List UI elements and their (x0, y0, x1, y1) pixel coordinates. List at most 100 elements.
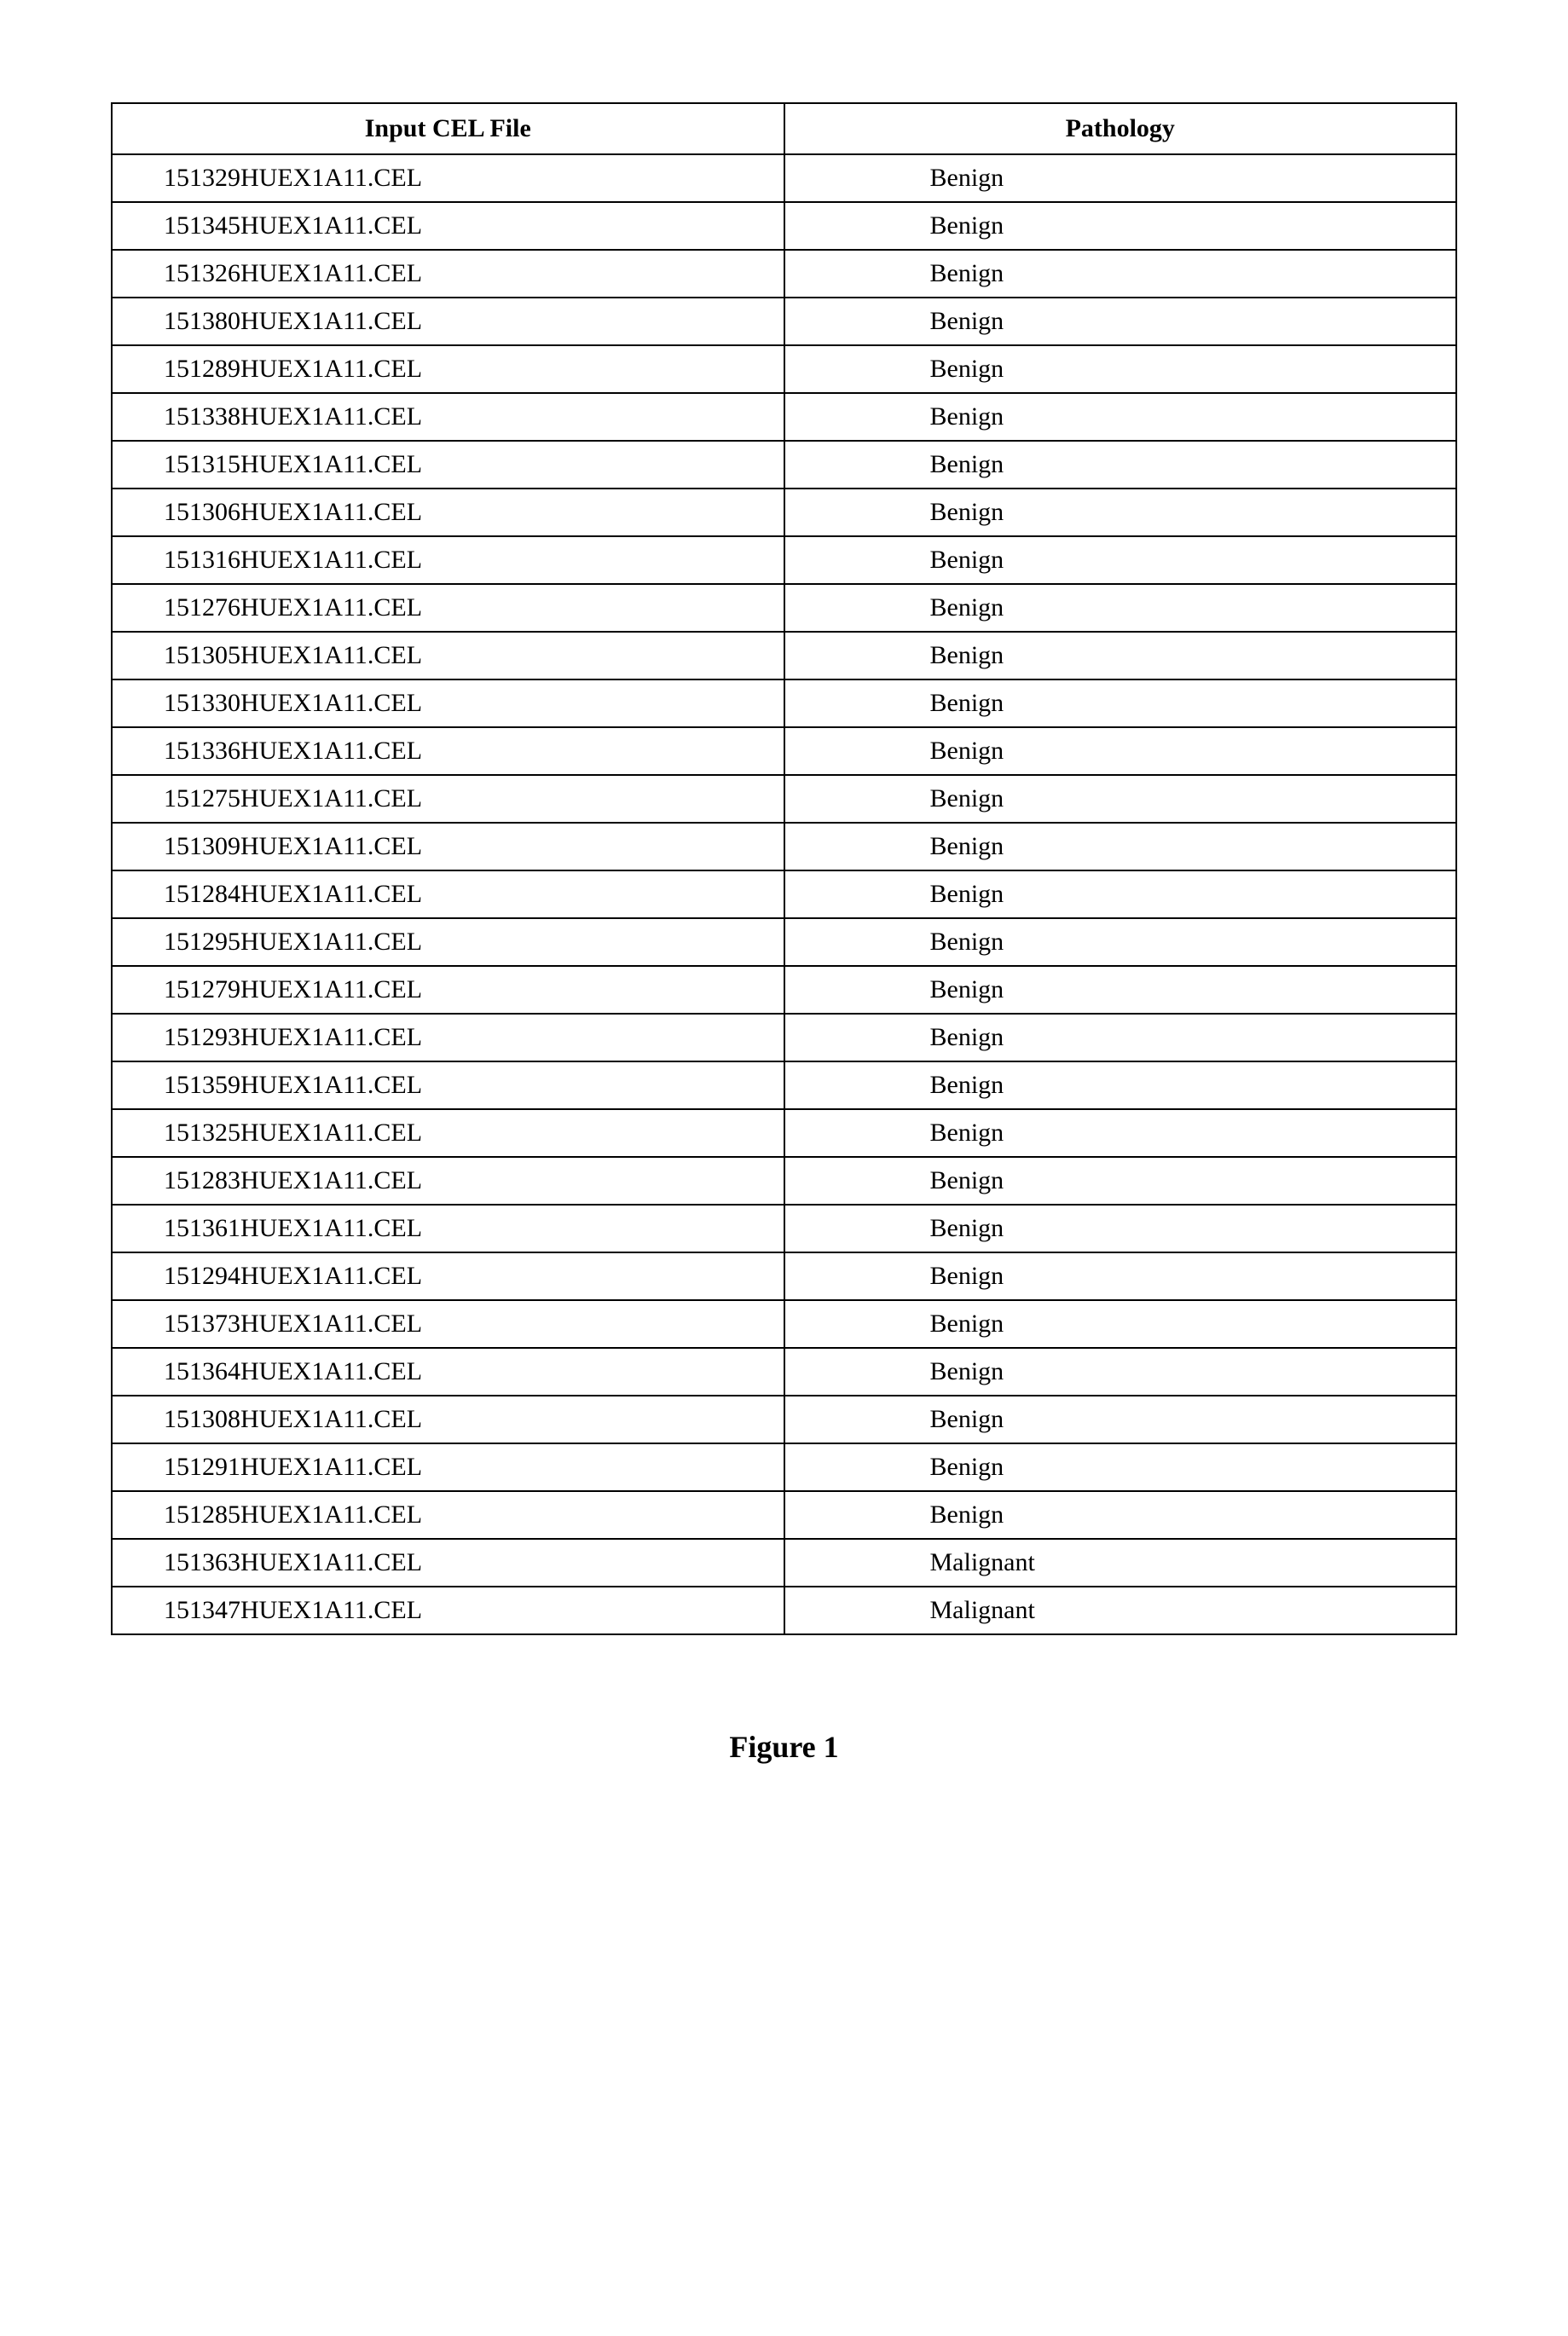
pathology-cell: Benign (784, 584, 1457, 632)
cel-file-cell: 151283HUEX1A11.CEL (112, 1157, 784, 1205)
figure-caption: Figure 1 (111, 1729, 1457, 1765)
cel-file-cell: 151361HUEX1A11.CEL (112, 1205, 784, 1252)
cel-file-table: Input CEL File Pathology 151329HUEX1A11.… (111, 102, 1457, 1635)
cel-file-cell: 151359HUEX1A11.CEL (112, 1061, 784, 1109)
pathology-cell: Benign (784, 727, 1457, 775)
pathology-cell: Benign (784, 918, 1457, 966)
pathology-cell: Benign (784, 966, 1457, 1014)
table-row: 151306HUEX1A11.CELBenign (112, 489, 1456, 536)
table-row: 151347HUEX1A11.CELMalignant (112, 1587, 1456, 1634)
cel-file-cell: 151279HUEX1A11.CEL (112, 966, 784, 1014)
column-header-pathology: Pathology (784, 103, 1457, 154)
table-body: 151329HUEX1A11.CELBenign151345HUEX1A11.C… (112, 154, 1456, 1634)
cel-file-cell: 151363HUEX1A11.CEL (112, 1539, 784, 1587)
table-row: 151275HUEX1A11.CELBenign (112, 775, 1456, 823)
cel-file-cell: 151275HUEX1A11.CEL (112, 775, 784, 823)
cel-file-cell: 151285HUEX1A11.CEL (112, 1491, 784, 1539)
cel-file-cell: 151325HUEX1A11.CEL (112, 1109, 784, 1157)
table-row: 151293HUEX1A11.CELBenign (112, 1014, 1456, 1061)
cel-file-cell: 151284HUEX1A11.CEL (112, 870, 784, 918)
table-row: 151380HUEX1A11.CELBenign (112, 298, 1456, 345)
pathology-cell: Benign (784, 250, 1457, 298)
table-row: 151363HUEX1A11.CELMalignant (112, 1539, 1456, 1587)
pathology-cell: Benign (784, 1443, 1457, 1491)
pathology-cell: Benign (784, 1252, 1457, 1300)
cel-file-cell: 151338HUEX1A11.CEL (112, 393, 784, 441)
cel-file-cell: 151347HUEX1A11.CEL (112, 1587, 784, 1634)
table-row: 151326HUEX1A11.CELBenign (112, 250, 1456, 298)
table-row: 151294HUEX1A11.CELBenign (112, 1252, 1456, 1300)
table-row: 151309HUEX1A11.CELBenign (112, 823, 1456, 870)
cel-file-cell: 151329HUEX1A11.CEL (112, 154, 784, 202)
table-row: 151285HUEX1A11.CELBenign (112, 1491, 1456, 1539)
table-row: 151329HUEX1A11.CELBenign (112, 154, 1456, 202)
table-row: 151325HUEX1A11.CELBenign (112, 1109, 1456, 1157)
pathology-cell: Benign (784, 298, 1457, 345)
table-row: 151276HUEX1A11.CELBenign (112, 584, 1456, 632)
table-row: 151364HUEX1A11.CELBenign (112, 1348, 1456, 1396)
cel-file-cell: 151305HUEX1A11.CEL (112, 632, 784, 679)
cel-file-cell: 151326HUEX1A11.CEL (112, 250, 784, 298)
cel-file-cell: 151373HUEX1A11.CEL (112, 1300, 784, 1348)
cel-file-cell: 151309HUEX1A11.CEL (112, 823, 784, 870)
cel-file-cell: 151315HUEX1A11.CEL (112, 441, 784, 489)
cel-file-cell: 151291HUEX1A11.CEL (112, 1443, 784, 1491)
pathology-cell: Malignant (784, 1539, 1457, 1587)
pathology-cell: Benign (784, 1157, 1457, 1205)
table-row: 151291HUEX1A11.CELBenign (112, 1443, 1456, 1491)
pathology-cell: Benign (784, 775, 1457, 823)
table-row: 151336HUEX1A11.CELBenign (112, 727, 1456, 775)
pathology-cell: Benign (784, 441, 1457, 489)
table-header: Input CEL File Pathology (112, 103, 1456, 154)
cel-file-cell: 151294HUEX1A11.CEL (112, 1252, 784, 1300)
table-row: 151373HUEX1A11.CELBenign (112, 1300, 1456, 1348)
table-row: 151361HUEX1A11.CELBenign (112, 1205, 1456, 1252)
pathology-cell: Benign (784, 632, 1457, 679)
pathology-cell: Benign (784, 679, 1457, 727)
cel-file-cell: 151295HUEX1A11.CEL (112, 918, 784, 966)
pathology-cell: Benign (784, 1348, 1457, 1396)
table-row: 151316HUEX1A11.CELBenign (112, 536, 1456, 584)
pathology-cell: Benign (784, 536, 1457, 584)
page: Input CEL File Pathology 151329HUEX1A11.… (111, 102, 1457, 1765)
cel-file-cell: 151380HUEX1A11.CEL (112, 298, 784, 345)
cel-file-cell: 151336HUEX1A11.CEL (112, 727, 784, 775)
cel-file-cell: 151345HUEX1A11.CEL (112, 202, 784, 250)
table-row: 151345HUEX1A11.CELBenign (112, 202, 1456, 250)
pathology-cell: Benign (784, 393, 1457, 441)
table-row: 151330HUEX1A11.CELBenign (112, 679, 1456, 727)
pathology-cell: Benign (784, 1061, 1457, 1109)
table-row: 151305HUEX1A11.CELBenign (112, 632, 1456, 679)
pathology-cell: Benign (784, 154, 1457, 202)
table-row: 151279HUEX1A11.CELBenign (112, 966, 1456, 1014)
table-row: 151315HUEX1A11.CELBenign (112, 441, 1456, 489)
cel-file-cell: 151364HUEX1A11.CEL (112, 1348, 784, 1396)
table-row: 151359HUEX1A11.CELBenign (112, 1061, 1456, 1109)
table-row: 151283HUEX1A11.CELBenign (112, 1157, 1456, 1205)
table-row: 151308HUEX1A11.CELBenign (112, 1396, 1456, 1443)
table-header-row: Input CEL File Pathology (112, 103, 1456, 154)
pathology-cell: Benign (784, 489, 1457, 536)
pathology-cell: Benign (784, 1109, 1457, 1157)
cel-file-cell: 151330HUEX1A11.CEL (112, 679, 784, 727)
cel-file-cell: 151289HUEX1A11.CEL (112, 345, 784, 393)
pathology-cell: Benign (784, 870, 1457, 918)
cel-file-cell: 151293HUEX1A11.CEL (112, 1014, 784, 1061)
pathology-cell: Benign (784, 202, 1457, 250)
pathology-cell: Malignant (784, 1587, 1457, 1634)
table-row: 151289HUEX1A11.CELBenign (112, 345, 1456, 393)
table-row: 151295HUEX1A11.CELBenign (112, 918, 1456, 966)
pathology-cell: Benign (784, 1300, 1457, 1348)
column-header-input-cel-file: Input CEL File (112, 103, 784, 154)
table-row: 151338HUEX1A11.CELBenign (112, 393, 1456, 441)
pathology-cell: Benign (784, 1491, 1457, 1539)
cel-file-cell: 151308HUEX1A11.CEL (112, 1396, 784, 1443)
pathology-cell: Benign (784, 1396, 1457, 1443)
pathology-cell: Benign (784, 823, 1457, 870)
cel-file-cell: 151276HUEX1A11.CEL (112, 584, 784, 632)
pathology-cell: Benign (784, 1014, 1457, 1061)
table-row: 151284HUEX1A11.CELBenign (112, 870, 1456, 918)
pathology-cell: Benign (784, 1205, 1457, 1252)
pathology-cell: Benign (784, 345, 1457, 393)
cel-file-cell: 151316HUEX1A11.CEL (112, 536, 784, 584)
